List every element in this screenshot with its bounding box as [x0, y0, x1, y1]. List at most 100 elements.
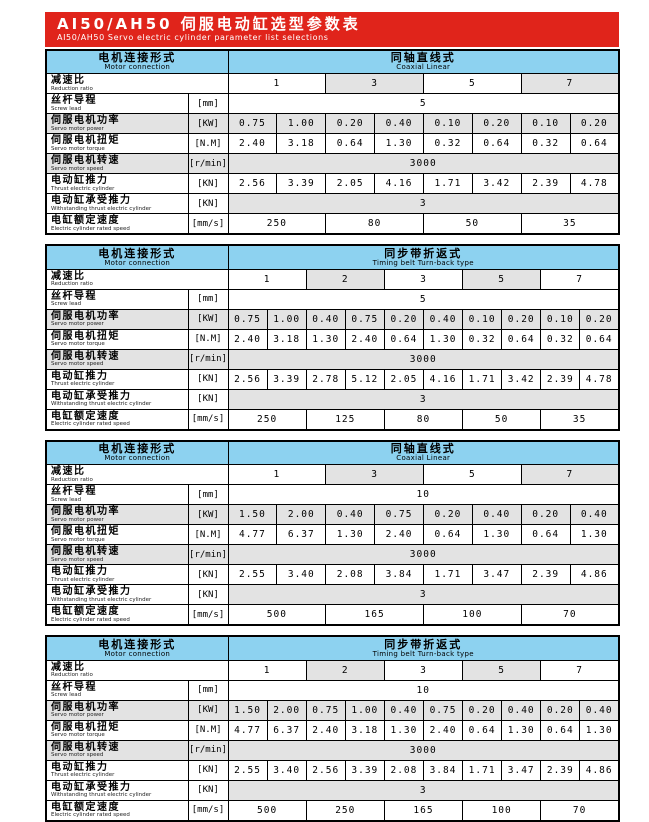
cylinder-type-zh: 同轴直线式 [390, 442, 456, 456]
row-label-en: Reduction ratio [51, 85, 93, 92]
row-label-en: Servo motor speed [51, 165, 104, 172]
row-label-motor_speed: 伺服电机转速 Servo motor speed [45, 544, 189, 566]
value-cell-thrust: 4.86 [579, 759, 620, 781]
value-cell-torque: 0.64 [471, 133, 522, 155]
value-cell-power: 0.75 [344, 308, 385, 330]
row-label-ratio: 减速比 Reduction ratio [45, 268, 229, 290]
ratio-cell: 1 [227, 464, 327, 486]
value-cell-thrust: 2.55 [227, 564, 278, 586]
row-label-zh: 电动缸承受推力 [51, 781, 132, 793]
value-cell-torque: 1.30 [501, 719, 542, 741]
row-label-zh: 伺服电机转速 [51, 546, 120, 558]
value-cell-rated_speed: 70 [520, 604, 620, 626]
value-cell-withstand: 3 [227, 193, 620, 215]
value-cell-torque: 2.40 [305, 719, 346, 741]
value-cell-torque: 2.40 [227, 328, 268, 350]
row-label-power: 伺服电机功率 Servo motor power [45, 504, 189, 526]
value-cell-torque: 0.64 [383, 328, 424, 350]
value-cell-thrust: 4.78 [579, 368, 620, 390]
value-cell-rated_speed: 50 [462, 408, 542, 431]
row-label-zh: 电动缸承受推力 [51, 390, 132, 402]
value-cell-thrust: 3.39 [344, 759, 385, 781]
value-cell-thrust: 2.55 [227, 759, 268, 781]
value-cell-thrust: 3.42 [501, 368, 542, 390]
value-cell-thrust: 2.05 [325, 173, 376, 195]
value-cell-torque: 4.77 [227, 719, 268, 741]
value-cell-torque: 1.30 [569, 524, 620, 546]
motor-connection-en: Motor connection [104, 649, 171, 658]
value-cell-power: 0.75 [305, 699, 346, 721]
row-label-zh: 电动缸推力 [51, 175, 109, 187]
cylinder-type-en: Timing belt Turn-back type [372, 258, 474, 267]
row-label-thrust: 电动缸推力 Thrust electric cylinder [45, 564, 189, 586]
row-label-zh: 电缸额定速度 [51, 606, 120, 618]
motor-connection-en: Motor connection [104, 258, 171, 267]
value-cell-torque: 6.37 [276, 524, 327, 546]
value-cell-power: 0.10 [540, 308, 581, 330]
row-label-en: Thrust electric cylinder [51, 772, 115, 779]
value-cell-torque: 3.18 [266, 328, 307, 350]
value-cell-torque: 0.32 [423, 133, 473, 155]
row-unit-torque: [N.M] [187, 133, 229, 155]
value-cell-power: 0.20 [579, 308, 620, 330]
row-label-en: Electric cylinder rated speed [51, 421, 130, 428]
value-cell-power: 0.20 [383, 308, 424, 330]
row-label-en: Screw lead [51, 496, 82, 503]
row-label-withstand: 电动缸承受推力 Withstanding thrust electric cyli… [45, 584, 189, 606]
row-unit-rated_speed: [mm/s] [187, 408, 229, 431]
row-unit-motor_speed: [r/min] [187, 348, 229, 370]
value-cell-torque: 2.40 [374, 524, 424, 546]
row-label-zh: 伺服电机功率 [51, 115, 120, 127]
value-cell-thrust: 2.56 [227, 368, 268, 390]
row-label-ratio: 减速比 Reduction ratio [45, 659, 229, 681]
value-cell-thrust: 1.71 [462, 368, 503, 390]
value-cell-rated_speed: 50 [423, 213, 522, 235]
value-cell-torque: 0.64 [423, 524, 473, 546]
row-label-zh: 丝杆导程 [51, 486, 97, 498]
value-cell-thrust: 1.71 [462, 759, 503, 781]
value-cell-rated_speed: 100 [423, 604, 522, 626]
value-cell-power: 0.75 [422, 699, 464, 721]
ratio-cell: 3 [383, 268, 464, 290]
parameter-table: 电机连接形式 Motor connection 同步带折返式 Timing belt … [45, 635, 620, 822]
row-label-ratio: 减速比 Reduction ratio [45, 73, 229, 95]
value-cell-power: 0.20 [471, 113, 522, 135]
row-label-lead: 丝杆导程 Screw lead [45, 679, 189, 701]
value-cell-power: 1.00 [344, 699, 385, 721]
motor-connection-en: Motor connection [104, 63, 171, 72]
value-cell-withstand: 3 [227, 388, 620, 410]
value-cell-torque: 0.32 [462, 328, 503, 350]
row-label-en: Screw lead [51, 105, 82, 112]
value-cell-thrust: 2.39 [540, 368, 581, 390]
value-cell-motor_speed: 3000 [227, 739, 620, 761]
page-title: AI50/AH50 伺服电动缸选型参数表 [57, 15, 361, 33]
value-cell-rated_speed: 165 [383, 799, 464, 822]
value-cell-torque: 0.32 [540, 328, 581, 350]
value-cell-thrust: 2.56 [227, 173, 278, 195]
row-unit-thrust: [KN] [187, 759, 229, 781]
row-label-zh: 减速比 [51, 75, 86, 87]
ratio-cell: 5 [462, 268, 542, 290]
row-unit-lead: [mm] [187, 484, 229, 506]
value-cell-torque: 1.30 [305, 328, 346, 350]
value-cell-torque: 0.64 [325, 133, 376, 155]
row-label-zh: 伺服电机功率 [51, 701, 120, 713]
row-label-zh: 丝杆导程 [51, 681, 97, 693]
row-label-lead: 丝杆导程 Screw lead [45, 484, 189, 506]
value-cell-power: 0.40 [471, 504, 522, 526]
value-cell-thrust: 3.42 [471, 173, 522, 195]
value-cell-power: 0.40 [374, 113, 424, 135]
value-cell-torque: 1.30 [383, 719, 424, 741]
row-label-zh: 电动缸推力 [51, 370, 109, 382]
row-label-zh: 减速比 [51, 466, 86, 478]
row-unit-thrust: [KN] [187, 368, 229, 390]
row-label-zh: 电动缸承受推力 [51, 586, 132, 598]
row-label-en: Thrust electric cylinder [51, 576, 115, 583]
row-label-en: Electric cylinder rated speed [51, 616, 130, 623]
value-cell-power: 0.40 [569, 504, 620, 526]
row-label-zh: 电动缸承受推力 [51, 195, 132, 207]
value-cell-thrust: 2.56 [305, 759, 346, 781]
value-cell-rated_speed: 80 [383, 408, 464, 431]
row-label-zh: 电动缸推力 [51, 566, 109, 578]
